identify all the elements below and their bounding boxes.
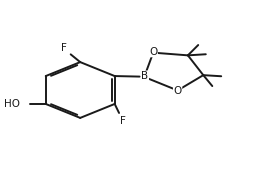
Text: B: B [141,71,148,81]
Text: HO: HO [4,99,20,109]
Text: F: F [120,116,126,126]
Text: O: O [173,86,182,96]
Text: O: O [149,47,157,57]
Text: F: F [61,43,67,53]
